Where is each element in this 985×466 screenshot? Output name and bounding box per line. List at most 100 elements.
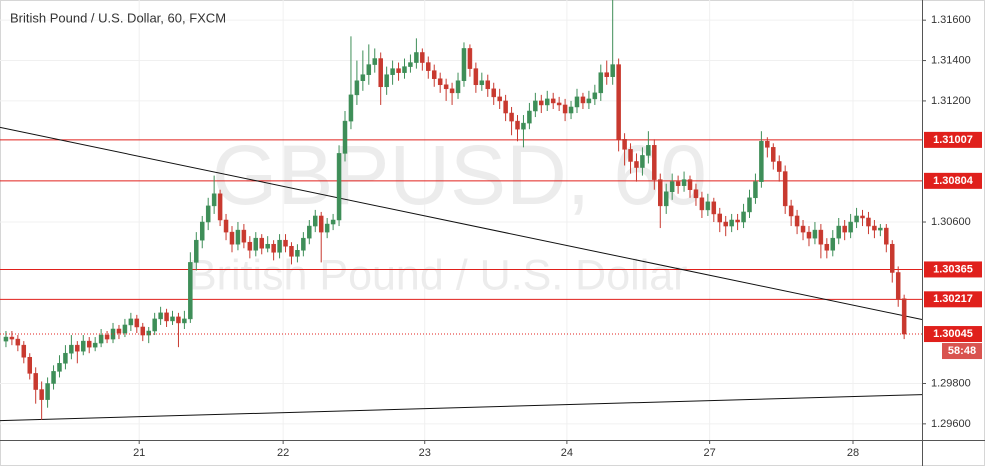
candle-body: [223, 219, 229, 233]
candle-body: [336, 153, 342, 221]
candle-body: [592, 92, 598, 100]
candle-body: [741, 211, 746, 223]
candle-body: [217, 193, 223, 221]
candle-body: [152, 318, 157, 332]
candle-body: [443, 84, 449, 90]
candle-body: [509, 112, 514, 122]
candle-body: [146, 330, 151, 336]
candle-body: [69, 344, 74, 354]
candle-body: [872, 225, 877, 231]
candle-body: [842, 225, 847, 233]
candle-body: [806, 231, 812, 239]
candle-body: [545, 98, 550, 106]
candle-body: [128, 318, 134, 326]
candle-body: [895, 272, 901, 299]
candle-body: [354, 80, 360, 96]
candle-body: [414, 52, 419, 63]
candle-body: [485, 80, 491, 90]
candle-body: [39, 389, 44, 400]
candle-body: [235, 229, 241, 245]
candle-body: [229, 231, 235, 245]
y-tick-label: 1.29600: [931, 418, 971, 430]
level-label: 1.30365: [933, 263, 973, 275]
candle-body: [830, 237, 836, 251]
candle-body: [812, 229, 818, 239]
candle-body: [259, 237, 264, 249]
candle-body: [550, 98, 556, 104]
candle-body: [140, 326, 146, 336]
candle-body: [283, 239, 288, 247]
candle-body: [699, 197, 705, 211]
candle-body: [134, 318, 140, 328]
countdown-label: 58:48: [948, 345, 976, 357]
candle-body: [794, 215, 800, 227]
last-price-label: 1.30045: [933, 328, 973, 340]
y-tick-label: 1.31200: [931, 95, 971, 107]
candle-body: [586, 98, 592, 104]
candle-body: [360, 74, 366, 81]
candle-body: [449, 88, 455, 94]
candle-body: [723, 221, 728, 227]
candle-body: [800, 225, 806, 233]
candle-body: [836, 225, 841, 239]
candle-body: [824, 243, 830, 251]
candle-body: [211, 193, 217, 207]
candle-body: [610, 64, 615, 77]
candle-body: [307, 225, 312, 239]
candle-body: [271, 243, 276, 253]
watermark-symbol: GBPUSD, 60: [212, 128, 707, 222]
level-label-box: [924, 291, 982, 308]
candle-body: [652, 145, 657, 180]
candle-body: [901, 298, 907, 335]
x-tick-label: 21: [133, 447, 145, 459]
candle-body: [33, 373, 38, 390]
candle-body: [628, 149, 633, 162]
candle-body: [687, 179, 693, 190]
level-label-box: [924, 172, 982, 189]
level-label: 1.30217: [933, 293, 973, 305]
y-tick-label: 1.30600: [931, 216, 971, 228]
candle-body: [705, 201, 711, 211]
candle-body: [878, 227, 883, 231]
candle-body: [366, 64, 372, 75]
candle-body: [182, 318, 187, 324]
candle-body: [663, 191, 669, 207]
watermark-description: British Pound / U.S. Dollar: [188, 251, 687, 299]
candle-body: [866, 217, 871, 227]
candle-body: [158, 312, 163, 320]
candle-body: [420, 52, 425, 63]
candle-body: [776, 161, 782, 172]
candle-body: [759, 141, 764, 182]
candle-body: [51, 371, 56, 384]
candle-body: [426, 62, 431, 71]
candle-body: [9, 336, 15, 340]
candle-body: [765, 141, 770, 148]
trend-line: [0, 394, 923, 422]
candle-body: [693, 189, 699, 199]
candle-body: [15, 338, 21, 346]
candle-body: [533, 100, 538, 112]
candle-body: [247, 241, 253, 251]
candle-body: [461, 48, 467, 81]
candle-body: [194, 239, 199, 263]
candle-body: [753, 181, 758, 199]
candle-body: [277, 239, 282, 253]
candle-body: [568, 106, 574, 114]
y-tick-label: 1.31600: [931, 14, 971, 26]
candle-body: [241, 229, 247, 243]
candle-body: [437, 78, 443, 86]
candle-body: [342, 120, 348, 154]
candle-body: [848, 221, 853, 233]
candle-body: [598, 72, 604, 94]
x-tick-label: 27: [704, 447, 716, 459]
candle-body: [205, 205, 211, 223]
candle-body: [729, 219, 734, 227]
candle-body: [788, 205, 794, 217]
candle-body: [818, 229, 824, 245]
candle-body: [717, 213, 723, 223]
candle-body: [188, 262, 193, 320]
candle-body: [527, 110, 532, 124]
candle-body: [164, 312, 169, 322]
candle-body: [491, 88, 496, 98]
